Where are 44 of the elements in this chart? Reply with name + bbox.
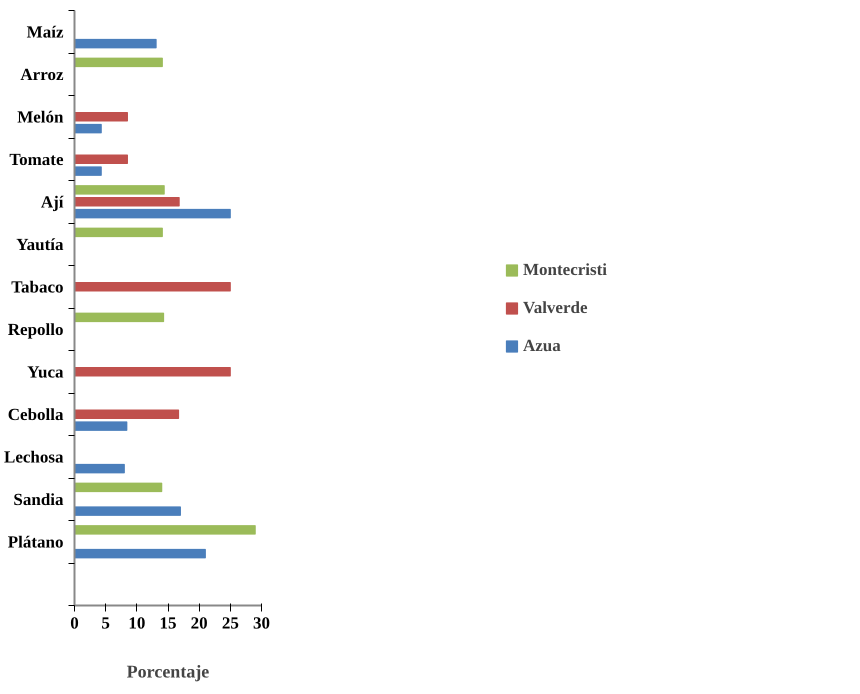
bar — [74, 410, 180, 419]
x-tick-label: 20 — [190, 614, 208, 632]
y-tick-label: Tomate — [9, 150, 64, 169]
bar — [74, 154, 128, 164]
y-tick-label: Arroz — [20, 64, 64, 84]
bar — [74, 197, 180, 206]
y-tick-label: Yuca — [27, 362, 64, 382]
bar — [74, 112, 128, 122]
x-tick-label: 15 — [160, 614, 176, 632]
x-axis-title: Porcentaje — [126, 662, 210, 682]
legend-label: Valverde — [522, 298, 588, 318]
y-tick-label: Sandia — [13, 490, 64, 509]
bar — [74, 464, 125, 474]
bar — [74, 548, 206, 558]
bar — [74, 482, 162, 492]
bar — [74, 421, 128, 431]
y-tick-label: Cebolla — [8, 404, 64, 424]
bar — [74, 228, 163, 238]
y-tick-label: Yautía — [16, 234, 64, 254]
y-tick-label: Plátano — [8, 532, 64, 552]
legend-label: Azua — [522, 336, 561, 356]
bar — [74, 506, 181, 516]
x-tick-label: 5 — [101, 614, 110, 632]
bar — [74, 367, 231, 376]
bar — [74, 208, 231, 218]
legend-label: Montecristi — [522, 260, 608, 280]
bar — [74, 124, 102, 134]
y-tick-label: Repollo — [8, 320, 64, 339]
y-tick-label: Melón — [17, 107, 64, 126]
x-tick-label: 30 — [253, 614, 270, 632]
y-tick-label: Tabaco — [11, 277, 64, 296]
bar — [74, 525, 256, 535]
bar — [74, 166, 102, 176]
bar — [74, 282, 231, 292]
bar — [74, 38, 157, 48]
bar — [74, 58, 163, 68]
bar — [74, 185, 165, 195]
x-tick-label: 25 — [222, 614, 239, 632]
bar — [74, 312, 164, 322]
y-tick-label: Ají — [40, 192, 64, 212]
x-tick-label: 0 — [70, 614, 79, 632]
y-tick-label: Maíz — [26, 22, 64, 42]
y-tick-label: Lechosa — [4, 447, 64, 466]
x-tick-label: 10 — [128, 614, 146, 632]
